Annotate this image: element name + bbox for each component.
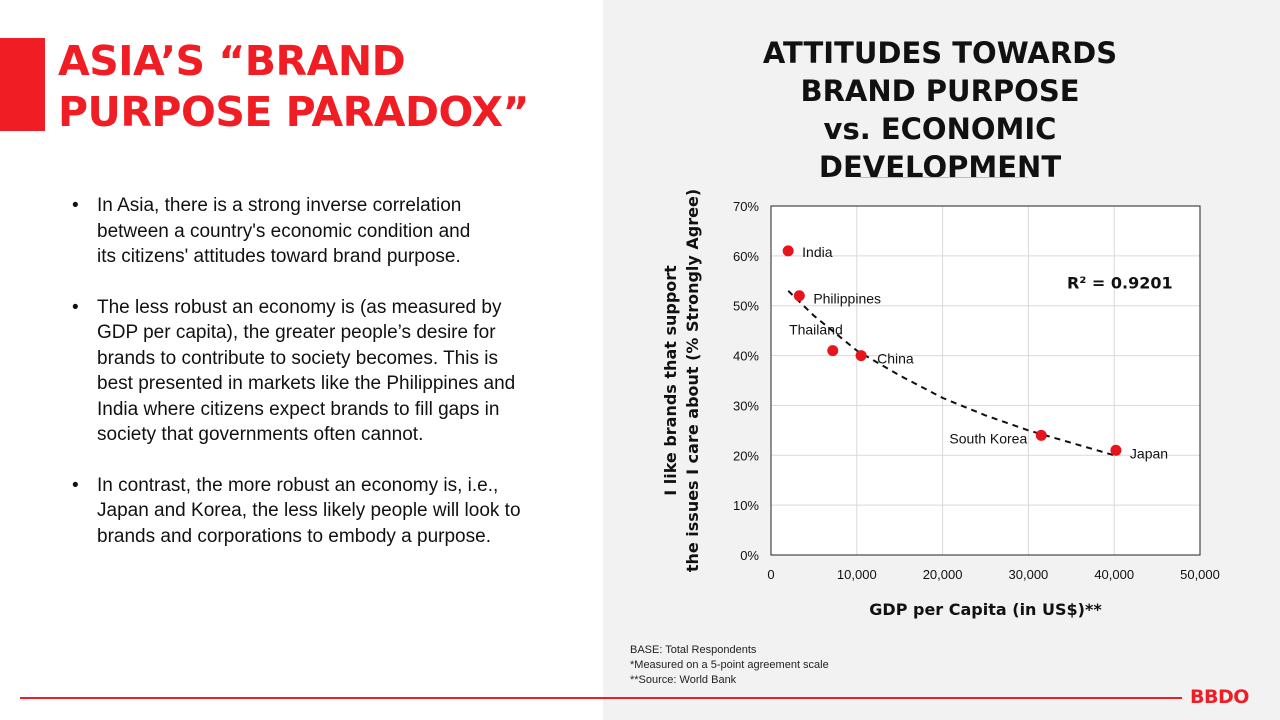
bottom-divider [20, 697, 1182, 699]
y-axis-label-line-2: the issues I care about (% Strongly Agre… [683, 190, 702, 572]
data-point [855, 350, 867, 362]
scatter-chart: 0% 10% 20% 30% 40% 50% 60% 70% 0 10,000 20,000 30,0… [661, 190, 1220, 619]
x-tick-label: 0 [767, 567, 774, 582]
data-point-label: Thailand [789, 322, 843, 338]
bullet-dot: • [72, 195, 79, 216]
data-point-label: Philippines [813, 291, 881, 307]
bullet-dot: • [72, 296, 79, 318]
x-axis-label: GDP per Capita (in US$)** [869, 600, 1102, 619]
plot-area [771, 206, 1200, 555]
chart-title-line-2: BRAND PURPOSE [800, 74, 1080, 108]
data-point-label: South Korea [949, 430, 1027, 446]
y-tick-label: 20% [733, 448, 759, 463]
slide-title-line-1: ASIA’S “BRAND [58, 37, 406, 85]
chart-title-line-1: ATTITUDES TOWARDS [762, 36, 1118, 70]
x-tick-label: 10,000 [837, 567, 877, 582]
bullet-text: In contrast, the more robust an economy … [97, 474, 521, 547]
footnote-scale: *Measured on a 5-point agreement scale [630, 659, 829, 671]
bbdo-logo: BBDO [1190, 686, 1249, 708]
data-point-label: India [802, 244, 833, 260]
y-tick-label: 0% [740, 548, 759, 563]
title-accent-bar [0, 38, 45, 131]
trendline [787, 290, 1115, 457]
y-tick-label: 70% [733, 199, 759, 214]
r-squared-annotation: R² = 0.9201 [1067, 273, 1173, 292]
y-tick-label: 60% [733, 249, 759, 264]
bullet-list: • In Asia, there is a strong inverse cor… [70, 193, 570, 574]
footnote-source: **Source: World Bank [630, 674, 737, 686]
chart-title: ATTITUDES TOWARDS BRAND PURPOSE vs. ECON… [700, 34, 1180, 186]
bullet-text: The less robust an economy is (as measur… [97, 296, 516, 446]
bullet-text: In Asia, there is a strong inverse corre… [97, 195, 471, 267]
chart-title-line-3: vs. ECONOMIC DEVELOPMENT [818, 112, 1062, 184]
data-point-label: China [877, 351, 914, 367]
bullet-item: • In contrast, the more robust an econom… [70, 473, 570, 550]
x-tick-label: 40,000 [1094, 567, 1134, 582]
y-tick-label: 40% [733, 349, 759, 364]
bullet-item: • The less robust an economy is (as meas… [70, 295, 570, 448]
plot-border [770, 205, 1201, 556]
data-point [1110, 444, 1122, 456]
y-tick-label: 10% [733, 498, 759, 513]
y-axis-label-line-1: I like brands that support [661, 265, 680, 496]
y-tick-label: 50% [733, 299, 759, 314]
slide-title-line-2: PURPOSE PARADOX” [58, 88, 529, 136]
data-point [1035, 429, 1047, 441]
data-point-label: Japan [1130, 445, 1168, 461]
title-divider [860, 177, 1028, 178]
bullet-item: • In Asia, there is a strong inverse cor… [70, 193, 570, 270]
left-panel [0, 0, 603, 720]
x-tick-label: 20,000 [923, 567, 963, 582]
bullet-dot: • [72, 474, 79, 496]
data-point [782, 245, 794, 257]
footnote-base: BASE: Total Respondents [630, 644, 757, 656]
data-point [793, 290, 805, 302]
slide-title: ASIA’S “BRAND PURPOSE PARADOX” [58, 36, 588, 138]
y-tick-label: 30% [733, 398, 759, 413]
data-point [827, 345, 839, 357]
x-tick-label: 30,000 [1009, 567, 1049, 582]
footnotes: BASE: Total Respondents *Measured on a 5… [630, 643, 829, 688]
x-tick-label: 50,000 [1180, 567, 1220, 582]
